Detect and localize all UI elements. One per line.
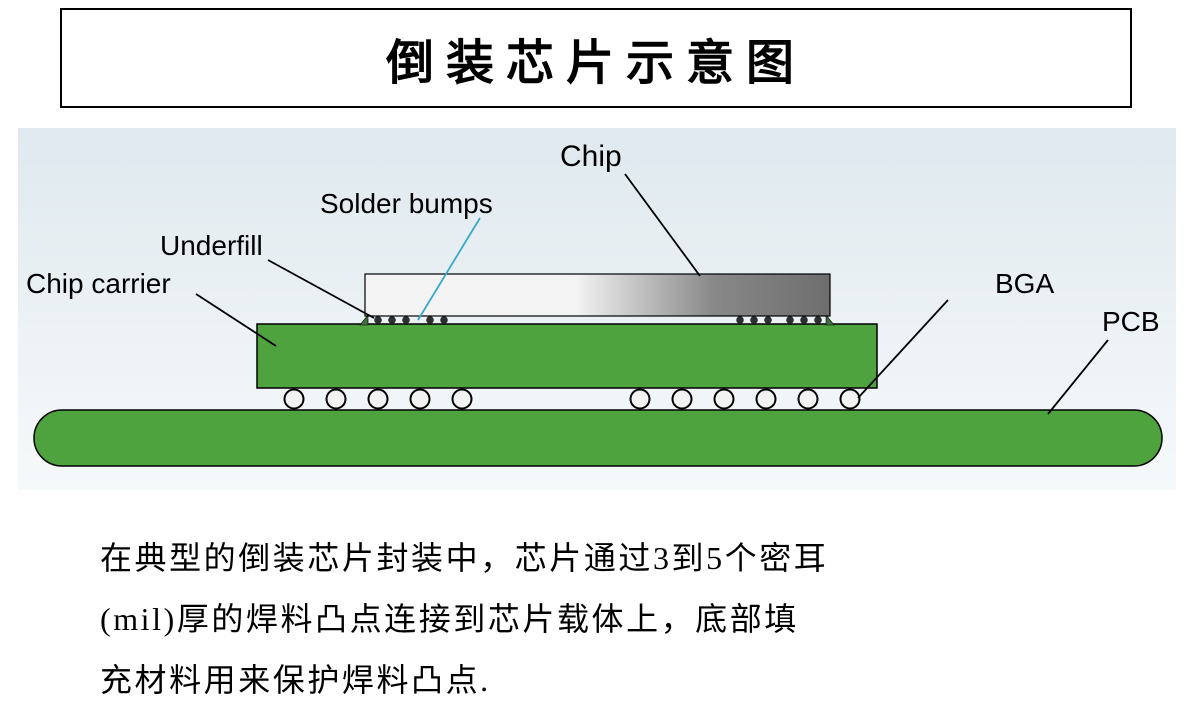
- label-bga: BGA: [995, 268, 1054, 300]
- bga-ball: [411, 390, 430, 409]
- caption-line: (mil)厚的焊料凸点连接到芯片载体上，底部填: [100, 589, 1100, 650]
- bga-ball: [841, 390, 860, 409]
- bga-ball: [757, 390, 776, 409]
- bga-ball: [673, 390, 692, 409]
- bga-ball: [631, 390, 650, 409]
- solder-bump: [426, 316, 434, 324]
- solder-bump: [800, 316, 808, 324]
- label-chip-carrier: Chip carrier: [26, 268, 171, 300]
- solder-bump: [402, 316, 410, 324]
- label-underfill: Underfill: [160, 230, 263, 262]
- pcb-shape: [34, 410, 1162, 466]
- caption-line: 在典型的倒装芯片封装中，芯片通过3到5个密耳: [100, 528, 1100, 589]
- solder-bump: [764, 316, 772, 324]
- caption-text: 在典型的倒装芯片封装中，芯片通过3到5个密耳 (mil)厚的焊料凸点连接到芯片载…: [100, 528, 1100, 710]
- label-solder-bumps: Solder bumps: [320, 188, 493, 220]
- solder-bump: [786, 316, 794, 324]
- solder-bump: [374, 316, 382, 324]
- solder-bump: [750, 316, 758, 324]
- title-text: 倒装芯片示意图: [386, 23, 806, 93]
- solder-bump: [388, 316, 396, 324]
- caption-line: 充材料用来保护焊料凸点.: [100, 650, 1100, 711]
- chip-carrier-shape: [257, 324, 877, 388]
- solder-bump: [814, 316, 822, 324]
- bga-ball: [369, 390, 388, 409]
- bga-ball: [285, 390, 304, 409]
- flip-chip-diagram: [18, 128, 1176, 490]
- chip-shape: [365, 274, 830, 316]
- label-chip: Chip: [560, 140, 622, 174]
- bga-ball: [327, 390, 346, 409]
- bga-ball: [715, 390, 734, 409]
- title-box: 倒装芯片示意图: [60, 8, 1132, 108]
- bga-ball: [453, 390, 472, 409]
- label-pcb: PCB: [1102, 306, 1160, 338]
- solder-bump: [440, 316, 448, 324]
- solder-bump: [736, 316, 744, 324]
- bga-ball: [799, 390, 818, 409]
